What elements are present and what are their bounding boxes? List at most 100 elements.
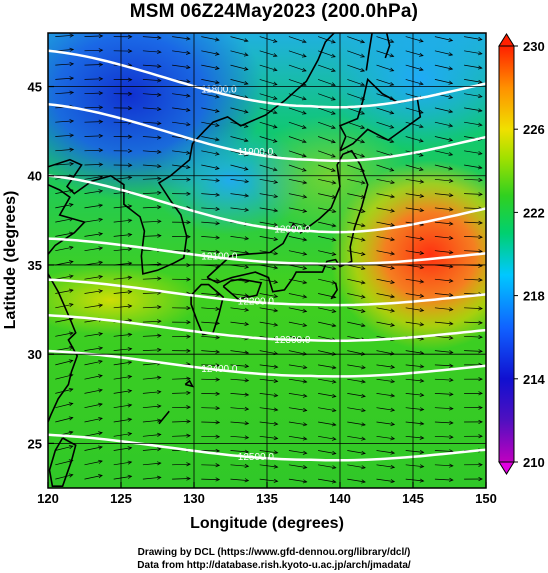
wind-vector bbox=[464, 193, 483, 195]
wind-vector bbox=[230, 278, 249, 282]
wind-vector bbox=[434, 421, 453, 424]
wind-vector bbox=[142, 320, 161, 323]
wind-vector-head bbox=[390, 194, 395, 199]
wind-vector-head bbox=[331, 479, 337, 484]
wind-vector-head bbox=[272, 95, 278, 100]
wind-vector-head bbox=[98, 303, 104, 308]
wind-vector bbox=[55, 303, 74, 309]
wind-vector bbox=[318, 478, 336, 483]
wind-vector bbox=[434, 478, 453, 481]
wind-vector bbox=[376, 193, 395, 198]
wind-vector bbox=[405, 407, 424, 410]
wind-vector-head bbox=[389, 110, 395, 115]
wind-vector-head bbox=[478, 263, 483, 268]
wind-vector bbox=[84, 49, 103, 52]
wind-vector-head bbox=[273, 478, 279, 483]
wind-vector-head bbox=[361, 408, 366, 413]
wind-vector-head bbox=[331, 251, 337, 256]
wind-vector bbox=[405, 207, 424, 211]
wind-vector-head bbox=[68, 459, 74, 464]
wind-vector-head bbox=[273, 222, 279, 227]
wind-vector bbox=[376, 264, 395, 269]
wind-vector-head bbox=[449, 392, 454, 397]
wind-vector-head bbox=[156, 35, 162, 40]
wind-vector-head bbox=[215, 321, 220, 326]
wind-vector bbox=[376, 178, 395, 184]
wind-vector-head bbox=[244, 378, 250, 383]
wind-vector-head bbox=[244, 236, 250, 241]
wind-vector bbox=[434, 378, 453, 381]
wind-vector bbox=[317, 107, 336, 115]
wind-vector bbox=[201, 136, 220, 141]
wind-vector bbox=[347, 250, 365, 255]
wind-vector bbox=[172, 164, 190, 168]
wind-vector-head bbox=[448, 37, 454, 42]
wind-vector bbox=[201, 36, 220, 41]
wind-vector-head bbox=[156, 92, 162, 97]
wind-vector-head bbox=[478, 349, 483, 354]
wind-vector bbox=[55, 445, 73, 451]
wind-vector-head bbox=[331, 96, 336, 101]
wind-vector-head bbox=[389, 67, 395, 72]
wind-vector bbox=[347, 64, 365, 72]
wind-vector-head bbox=[390, 237, 395, 242]
wind-vector bbox=[434, 450, 453, 452]
wind-vector-head bbox=[127, 374, 133, 379]
wind-vector bbox=[55, 360, 73, 366]
wind-vector-head bbox=[389, 81, 395, 86]
wind-vector bbox=[55, 49, 74, 52]
wind-vector bbox=[318, 464, 336, 469]
wind-vector-head bbox=[302, 323, 308, 328]
wind-vector-head bbox=[127, 460, 133, 465]
wind-vector-head bbox=[215, 151, 220, 156]
wind-vector bbox=[288, 150, 307, 157]
wind-vector-head bbox=[127, 417, 133, 422]
wind-vector bbox=[142, 235, 161, 237]
wind-vector bbox=[259, 107, 278, 114]
wind-vector-head bbox=[360, 96, 366, 101]
wind-vector bbox=[142, 220, 161, 223]
wind-vector-head bbox=[243, 123, 249, 128]
wind-vector-head bbox=[361, 450, 366, 455]
wind-vector bbox=[405, 121, 424, 128]
wind-vector-head bbox=[390, 450, 396, 455]
wind-vector-head bbox=[157, 233, 162, 238]
wind-vector-head bbox=[98, 260, 104, 265]
wind-vector bbox=[434, 350, 453, 353]
wind-vector-head bbox=[331, 180, 337, 185]
wind-vector bbox=[84, 417, 103, 423]
wind-vector bbox=[84, 290, 103, 294]
wind-vector bbox=[84, 304, 103, 309]
wind-vector bbox=[142, 150, 161, 153]
wind-vector bbox=[434, 107, 453, 113]
wind-vector-head bbox=[98, 474, 103, 479]
wind-vector bbox=[230, 464, 249, 467]
wind-vector bbox=[55, 417, 73, 423]
colorbar-tick-label: 218 bbox=[523, 289, 545, 304]
x-tick-label: 130 bbox=[183, 491, 205, 506]
wind-vector-head bbox=[360, 294, 366, 299]
wind-vector-head bbox=[215, 137, 220, 142]
contour-label: 12500.0 bbox=[238, 452, 275, 463]
wind-vector-head bbox=[186, 462, 191, 467]
wind-vector-head bbox=[244, 264, 250, 269]
wind-vector-head bbox=[360, 167, 366, 172]
wind-vector-head bbox=[419, 421, 425, 426]
wind-vector-head bbox=[302, 308, 308, 313]
wind-vector bbox=[84, 233, 103, 237]
wind-vector bbox=[142, 136, 161, 139]
wind-vector bbox=[405, 107, 424, 114]
contour-label: 11900.0 bbox=[238, 147, 274, 158]
wind-vector-head bbox=[243, 138, 249, 143]
wind-vector-head bbox=[69, 119, 75, 124]
wind-vector bbox=[464, 335, 483, 338]
wind-vector-head bbox=[127, 360, 133, 365]
wind-vector-head bbox=[449, 420, 454, 425]
wind-vector-head bbox=[302, 280, 308, 285]
wind-vector-head bbox=[302, 407, 308, 413]
wind-vector-head bbox=[331, 365, 337, 370]
wind-vector-head bbox=[215, 123, 220, 128]
wind-vector bbox=[376, 321, 395, 326]
y-tick-label: 45 bbox=[28, 80, 42, 95]
wind-vector-head bbox=[478, 434, 483, 439]
